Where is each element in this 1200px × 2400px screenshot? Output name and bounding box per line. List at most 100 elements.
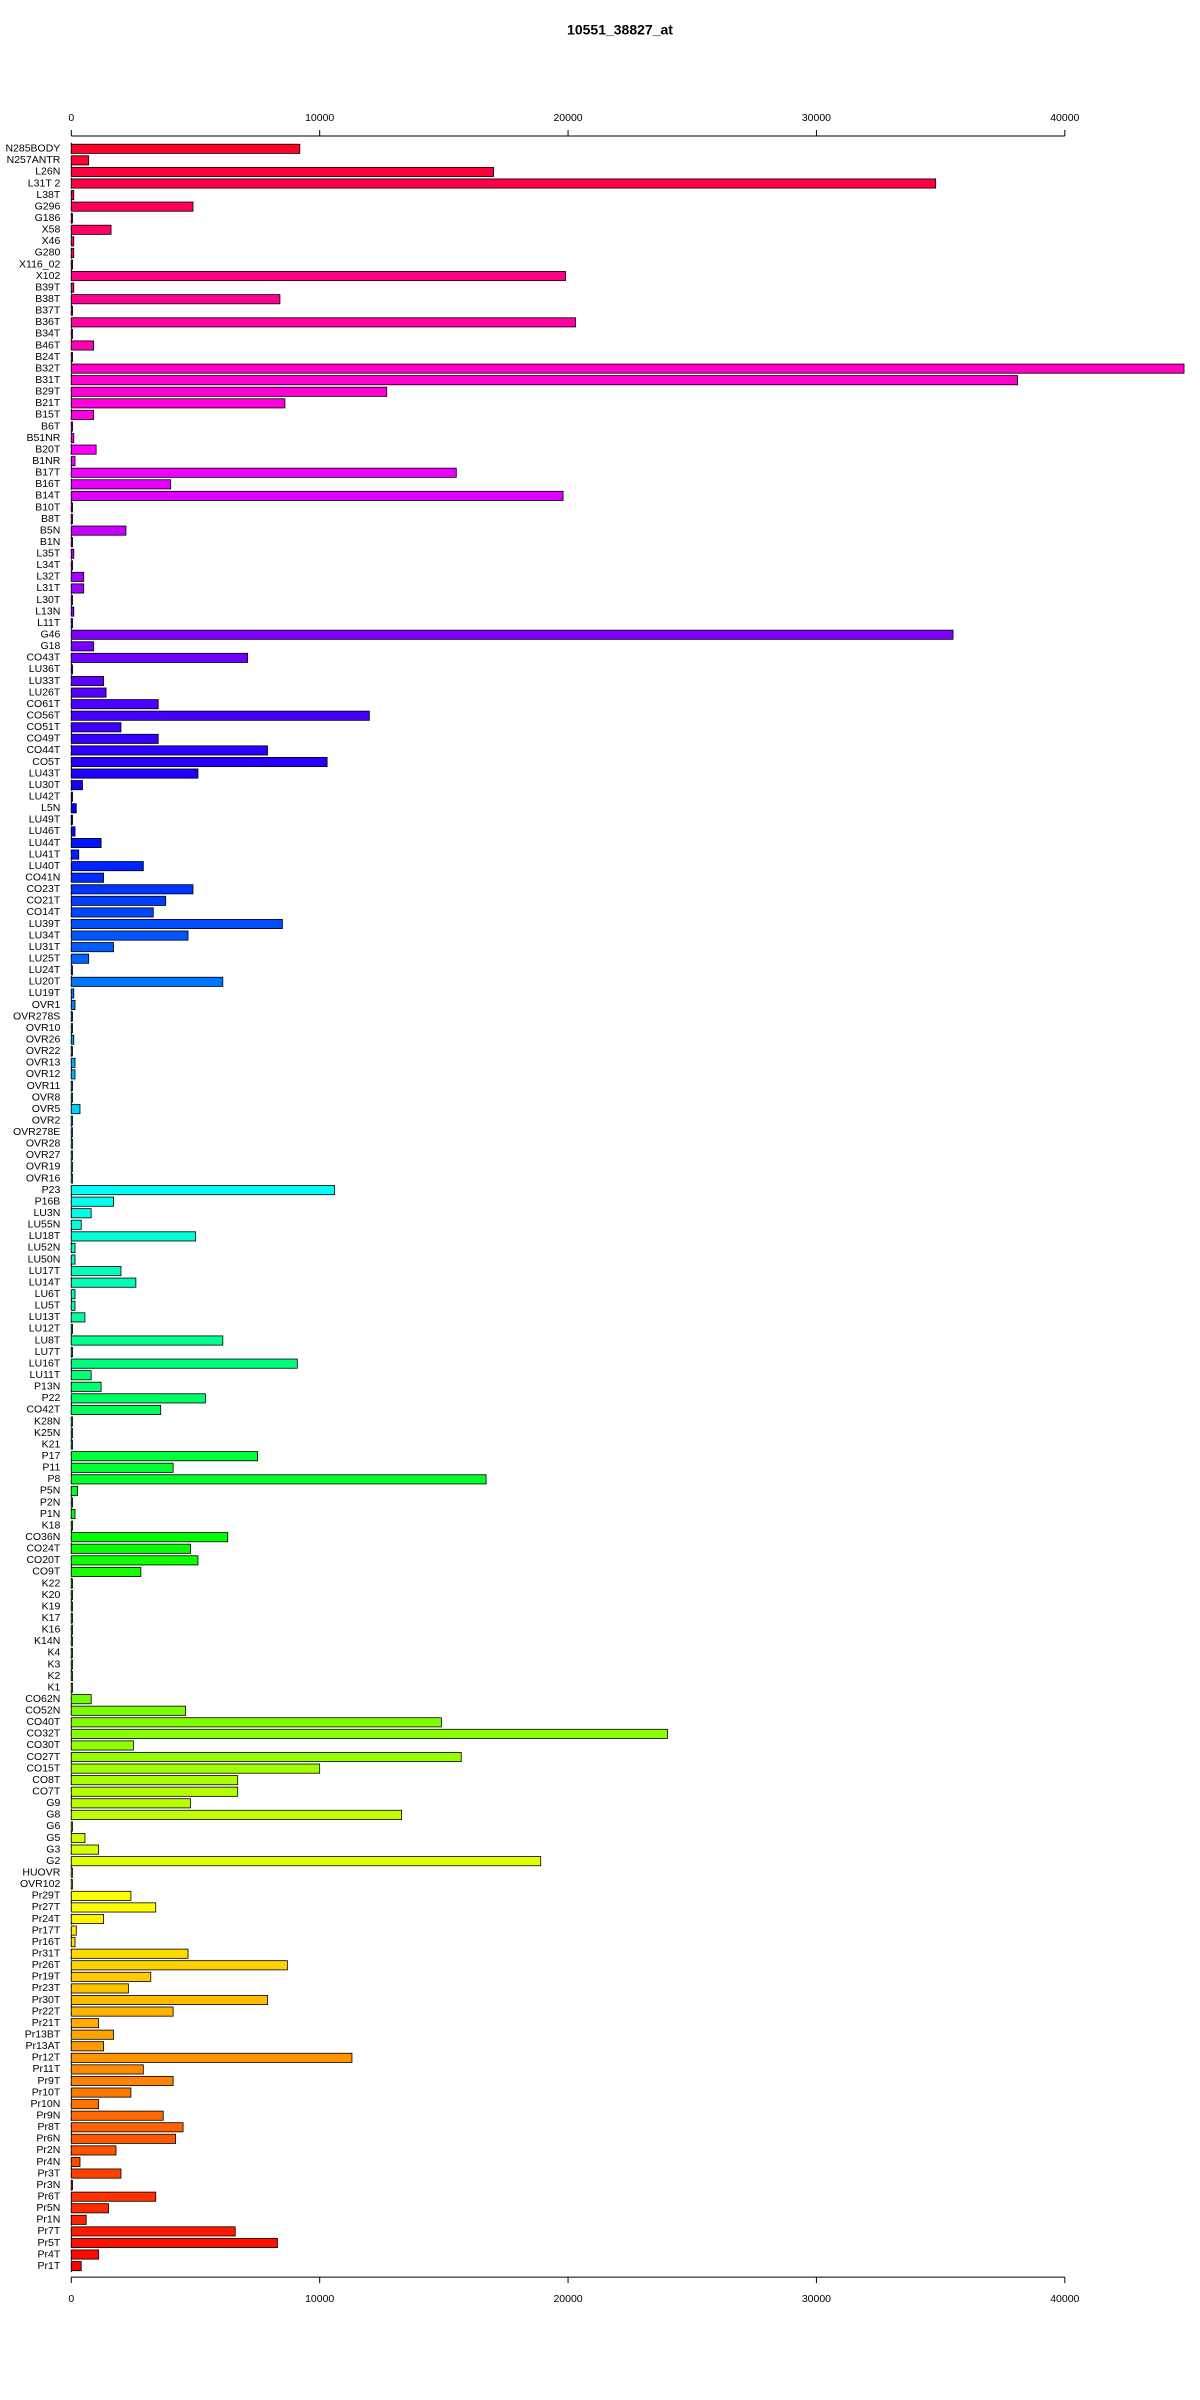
y-tick-label: B1N — [40, 536, 60, 548]
y-tick-label: LU34T — [29, 929, 61, 941]
y-tick-label: OVR2 — [32, 1114, 61, 1126]
bar — [70, 1393, 206, 1404]
y-tick-label: Pr13AT — [25, 2040, 60, 2052]
bar — [70, 1312, 86, 1323]
y-tick-label: B37T — [35, 305, 61, 317]
bar — [70, 988, 75, 999]
y-tick-label: Pr1N — [36, 2214, 60, 2226]
bar — [70, 1948, 189, 1959]
bar — [70, 1474, 487, 1485]
y-tick-label: X102 — [36, 270, 61, 282]
y-tick-label: B32T — [35, 362, 61, 374]
y-tick-label: K14N — [34, 1635, 60, 1647]
y-tick-label: Pr30T — [32, 1994, 61, 2006]
y-tick-label: OVR278E — [13, 1126, 60, 1138]
bar — [70, 1347, 73, 1358]
y-tick-label: OVR19 — [26, 1161, 61, 1173]
y-tick-label: P22 — [42, 1392, 61, 1404]
y-tick-label: B31T — [35, 374, 61, 386]
y-tick-label: Pr6N — [36, 2133, 60, 2145]
y-tick-label: LU3N — [33, 1207, 60, 1219]
y-tick-label: Pr6T — [38, 2190, 61, 2202]
bar — [70, 699, 159, 710]
y-tick-label: CO61T — [26, 698, 60, 710]
bar — [70, 849, 80, 860]
y-tick-label: LU12T — [29, 1323, 61, 1335]
bar — [70, 1694, 92, 1705]
y-tick-label: LU18T — [29, 1230, 61, 1242]
y-tick-label: L32T — [36, 571, 61, 583]
y-tick-label: OVR22 — [26, 1045, 61, 1057]
bar — [70, 606, 75, 617]
bar — [70, 1740, 134, 1751]
y-tick-label: LU30T — [29, 779, 61, 791]
bar — [70, 1786, 239, 1797]
bar — [70, 1416, 73, 1427]
bar — [70, 444, 97, 455]
y-tick-label: LU33T — [29, 675, 61, 687]
y-tick-label: CO30T — [26, 1739, 60, 1751]
bar — [70, 1242, 76, 1253]
y-tick-label: Pr19T — [32, 1971, 61, 1983]
x-tick-label: 0 — [68, 112, 74, 124]
y-tick-label: OVR16 — [26, 1172, 61, 1184]
y-tick-label: LU5T — [35, 1300, 61, 1312]
y-tick-label: B34T — [35, 328, 61, 340]
y-tick-label: B51NR — [26, 432, 60, 444]
y-tick-label: OVR5 — [32, 1103, 61, 1115]
bar — [70, 1127, 73, 1138]
bar — [70, 2041, 104, 2052]
y-tick-label: G3 — [46, 1843, 60, 1855]
bar — [70, 1173, 73, 1184]
y-tick-label: OVR28 — [26, 1138, 61, 1150]
y-tick-label: X46 — [42, 235, 61, 247]
bar — [70, 1277, 137, 1288]
bar — [70, 687, 107, 698]
bar — [70, 629, 954, 640]
bar — [70, 1370, 92, 1381]
x-tick-label: 40000 — [1050, 112, 1079, 124]
y-tick-label: CO15T — [26, 1762, 60, 1774]
bar — [70, 838, 102, 849]
y-tick-label: B8T — [41, 513, 61, 525]
bar — [70, 1798, 191, 1809]
bar — [70, 213, 73, 224]
y-tick-label: LU41T — [29, 848, 61, 860]
bar — [70, 1601, 73, 1612]
bar — [70, 2156, 81, 2167]
y-tick-label: P11 — [42, 1462, 60, 1474]
bar — [70, 1231, 196, 1242]
bar — [70, 294, 281, 305]
y-tick-label: N257ANTR — [7, 154, 61, 166]
y-tick-label: OVR12 — [26, 1068, 61, 1080]
bar — [70, 1034, 75, 1045]
bar — [70, 1578, 73, 1589]
y-tick-label: P16B — [35, 1195, 61, 1207]
bar — [70, 2087, 132, 2098]
y-tick-label: LU11T — [30, 1369, 61, 1381]
y-tick-label: L13N — [35, 605, 60, 617]
bar — [70, 942, 114, 953]
bar — [70, 2168, 122, 2179]
y-tick-label: K21 — [42, 1438, 61, 1450]
bar — [70, 722, 122, 733]
y-tick-label: CO32T — [26, 1728, 60, 1740]
bar — [70, 514, 73, 525]
bar — [70, 375, 1019, 386]
y-tick-label: Pr10N — [31, 2098, 61, 2110]
bar — [70, 1485, 78, 1496]
y-tick-label: L26N — [35, 166, 60, 178]
bar — [70, 745, 268, 756]
y-tick-label: LU52N — [28, 1242, 61, 1254]
bar — [70, 236, 75, 247]
y-tick-label: Pr1T — [38, 2260, 61, 2272]
y-tick-label: LU43T — [29, 767, 61, 779]
y-tick-label: Pr5N — [36, 2202, 60, 2214]
bar — [70, 352, 73, 363]
y-tick-label: CO56T — [26, 710, 60, 722]
y-tick-label: LU19T — [29, 987, 61, 999]
bar — [70, 1451, 258, 1462]
x-tick-label: 10000 — [305, 112, 334, 124]
bar — [70, 1659, 73, 1670]
